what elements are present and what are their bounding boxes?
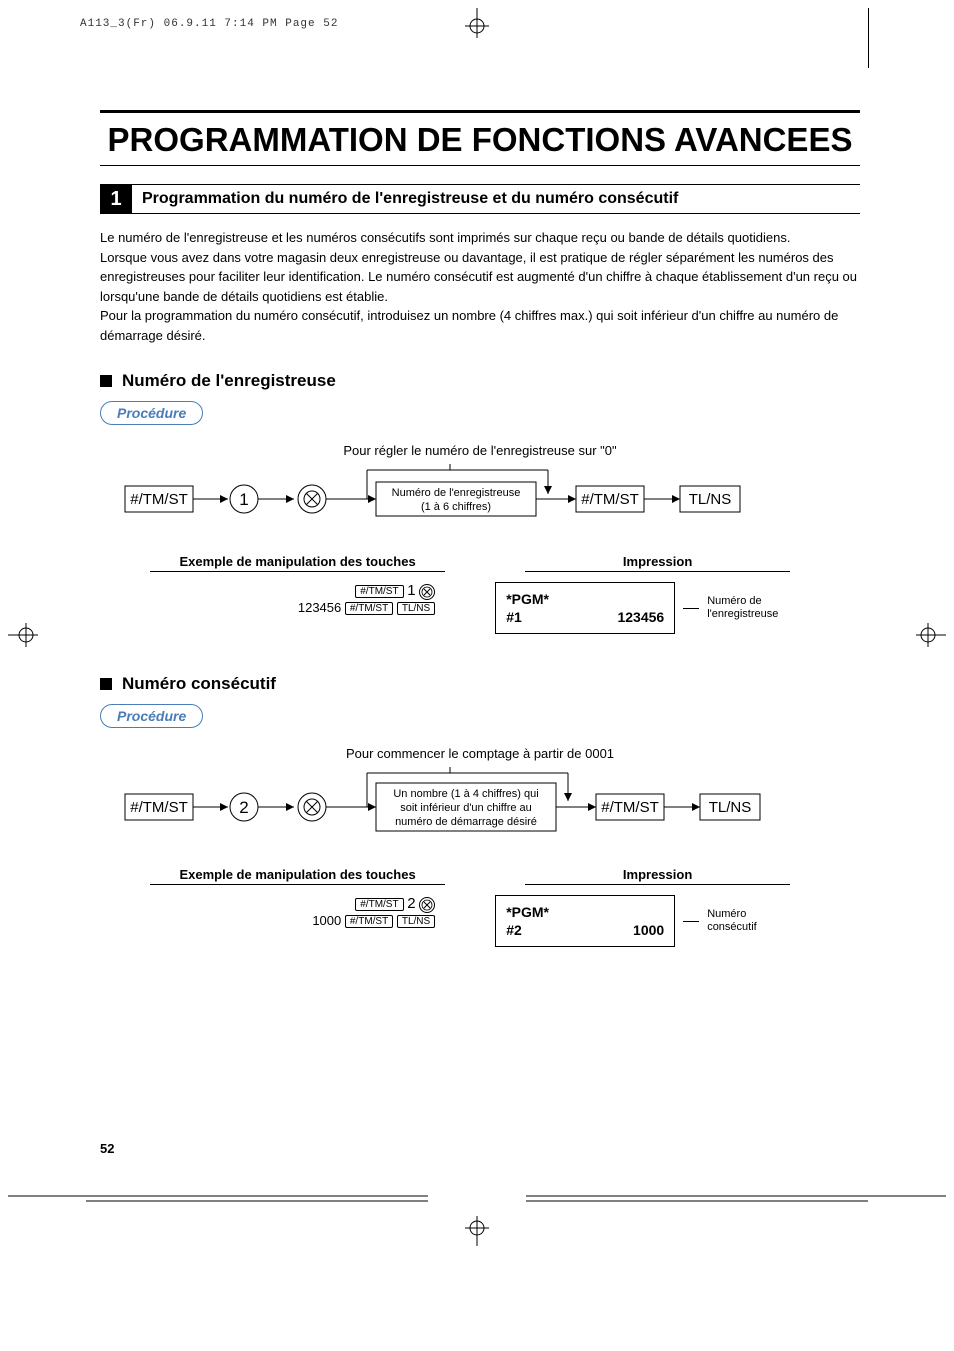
page-meta-header: A113_3(Fr) 06.9.11 7:14 PM Page 52 (80, 18, 338, 30)
flow-diagram-1: #/TM/ST 1 Numéro de l'enregistreuse (1 à… (120, 464, 840, 534)
svg-text:soit inférieur d'un chiffre au: soit inférieur d'un chiffre au (400, 802, 532, 814)
x-key-icon (419, 897, 435, 913)
svg-text:#/TM/ST: #/TM/ST (581, 491, 639, 508)
subsection-2-header: Numéro consécutif (100, 674, 860, 694)
key-num: 2 (407, 895, 415, 912)
key-num: 1 (407, 582, 415, 599)
procedure-pill-2: Procédure (100, 704, 203, 728)
example-row-1: Exemple de manipulation des touches #/TM… (100, 554, 860, 634)
key-value: 123456 (298, 600, 341, 615)
key-sequence-2: #/TM/ST 2 1000 #/TM/ST TL/NS (100, 895, 495, 928)
impression-header-1: Impression (525, 554, 790, 572)
receipt-left: #2 (506, 922, 522, 938)
svg-text:TL/NS: TL/NS (689, 491, 732, 508)
keybox: #/TM/ST (355, 585, 403, 598)
keybox: TL/NS (397, 602, 435, 615)
bullet-icon (100, 375, 112, 387)
annotation-line (683, 608, 699, 609)
receipt-left: #1 (506, 609, 522, 625)
receipt-line1: *PGM* (506, 904, 664, 920)
keybox: #/TM/ST (355, 898, 403, 911)
svg-text:Un nombre (1 à 4 chiffres) qui: Un nombre (1 à 4 chiffres) qui (393, 788, 538, 800)
bullet-icon (100, 678, 112, 690)
flow-note-2: Pour commencer le comptage à partir de 0… (100, 746, 860, 761)
receipt-right: 1000 (633, 922, 664, 938)
body-text: Le numéro de l'enregistreuse et les numé… (100, 228, 860, 345)
section-header: 1 Programmation du numéro de l'enregistr… (100, 184, 860, 214)
crop-mark-right (916, 620, 946, 655)
receipt-line1: *PGM* (506, 591, 664, 607)
key-sequence-1: #/TM/ST 1 123456 #/TM/ST TL/NS (100, 582, 495, 615)
body-para-2: Lorsque vous avez dans votre magasin deu… (100, 248, 860, 307)
svg-text:Numéro de l'enregistreuse: Numéro de l'enregistreuse (392, 487, 521, 499)
svg-text:2: 2 (239, 798, 248, 817)
page-title: PROGRAMMATION DE FONCTIONS AVANCEES (100, 110, 860, 166)
annotation-1: Numéro de l'enregistreuse (707, 595, 797, 621)
keybox: #/TM/ST (345, 602, 393, 615)
flow-diagram-2: #/TM/ST 2 Un nombre (1 à 4 chiffres) qui… (120, 767, 840, 847)
svg-text:#/TM/ST: #/TM/ST (130, 491, 188, 508)
receipt-1: *PGM* #1 123456 (495, 582, 675, 634)
svg-text:numéro de démarrage désiré: numéro de démarrage désiré (395, 816, 537, 828)
keybox: #/TM/ST (345, 915, 393, 928)
svg-text:#/TM/ST: #/TM/ST (601, 799, 659, 816)
page-number: 52 (100, 1141, 114, 1156)
x-key-icon (419, 584, 435, 600)
procedure-pill-1: Procédure (100, 401, 203, 425)
svg-text:#/TM/ST: #/TM/ST (130, 799, 188, 816)
example-header-2: Exemple de manipulation des touches (150, 867, 445, 885)
example-header-1: Exemple de manipulation des touches (150, 554, 445, 572)
key-value: 1000 (312, 913, 341, 928)
body-para-3: Pour la programmation du numéro consécut… (100, 306, 860, 345)
svg-text:1: 1 (239, 490, 248, 509)
bottom-trim-lines (8, 1193, 946, 1203)
trim-line-top-right (868, 8, 869, 68)
body-para-1: Le numéro de l'enregistreuse et les numé… (100, 228, 860, 248)
crop-mark-top (462, 8, 492, 43)
keybox: TL/NS (397, 915, 435, 928)
section-number: 1 (100, 184, 132, 214)
crop-mark-left (8, 620, 38, 655)
crop-mark-bottom (462, 1216, 492, 1251)
example-row-2: Exemple de manipulation des touches #/TM… (100, 867, 860, 947)
receipt-2: *PGM* #2 1000 (495, 895, 675, 947)
impression-header-2: Impression (525, 867, 790, 885)
annotation-2: Numéro consécutif (707, 908, 777, 934)
svg-text:TL/NS: TL/NS (709, 799, 752, 816)
subsection-1-title: Numéro de l'enregistreuse (122, 371, 336, 391)
subsection-2-title: Numéro consécutif (122, 674, 276, 694)
receipt-right: 123456 (617, 609, 664, 625)
annotation-line (683, 921, 699, 922)
subsection-1-header: Numéro de l'enregistreuse (100, 371, 860, 391)
svg-text:(1 à 6 chiffres): (1 à 6 chiffres) (421, 501, 491, 513)
section-title: Programmation du numéro de l'enregistreu… (132, 184, 860, 214)
flow-note-1: Pour régler le numéro de l'enregistreuse… (100, 443, 860, 458)
